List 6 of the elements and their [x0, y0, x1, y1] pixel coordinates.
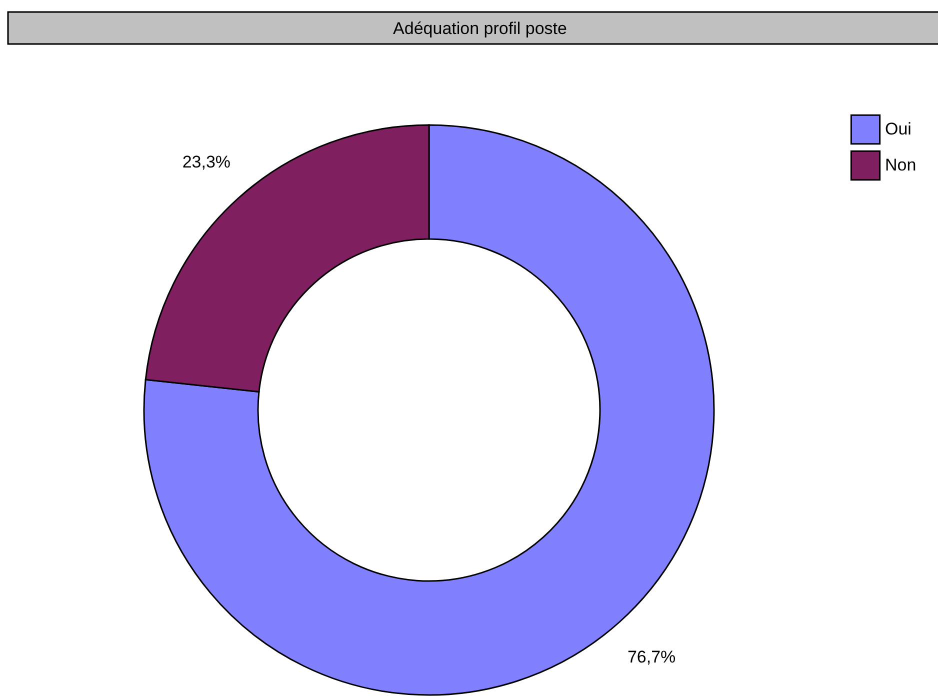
legend-label: Oui — [885, 120, 912, 138]
legend-label: Non — [885, 156, 916, 174]
donut-slice — [143, 124, 714, 696]
data-label: 23,3% — [182, 152, 231, 172]
chart-title: Adéquation profil poste — [393, 19, 567, 38]
data-label: 76,7% — [627, 648, 676, 667]
